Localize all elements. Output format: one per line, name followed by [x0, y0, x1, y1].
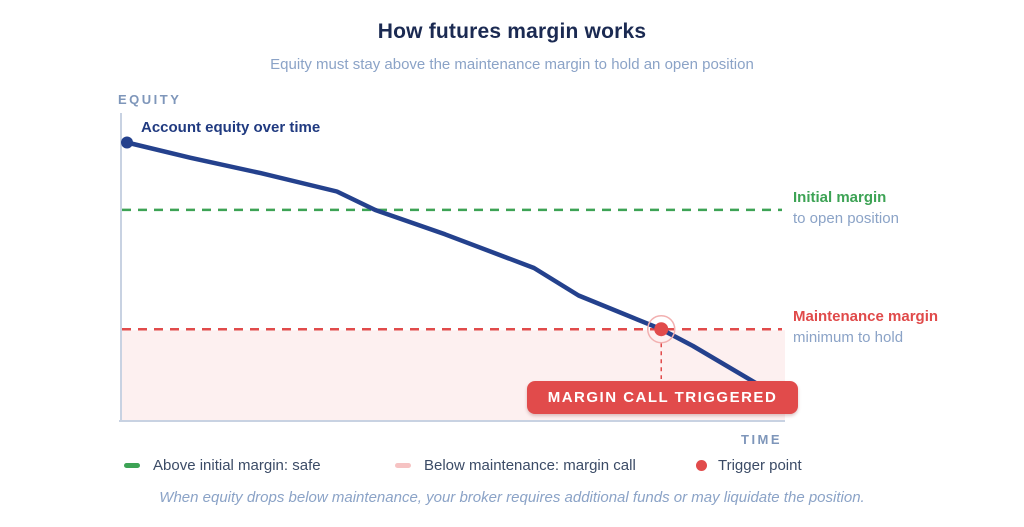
- maintenance-margin-title: Maintenance margin: [793, 308, 939, 325]
- series-label: Account equity over time: [141, 119, 321, 136]
- maintenance-margin-label: Maintenance margin minimum to hold: [793, 306, 1003, 348]
- margin-call-badge: MARGIN CALL TRIGGERED: [527, 381, 798, 414]
- page-subtitle: Equity must stay above the maintenance m…: [270, 56, 754, 73]
- pink-line-swatch-icon: [395, 462, 411, 468]
- series-start-dot: [121, 136, 133, 149]
- initial-margin-subtitle: to open position: [793, 210, 899, 227]
- initial-margin-label: Initial margin to open position: [793, 187, 1003, 229]
- trigger-point-marker: [654, 322, 669, 337]
- legend-item-below-maintenance: Below maintenance: margin call: [395, 452, 636, 478]
- green-line-swatch-icon: [124, 462, 140, 468]
- initial-margin-title: Initial margin: [793, 189, 887, 206]
- legend-label-safe: Above initial margin: safe: [153, 456, 321, 474]
- y-axis-label: EQUITY: [118, 92, 182, 107]
- red-dot-swatch-icon: [696, 459, 707, 471]
- legend-item-trigger: Trigger point: [696, 452, 802, 478]
- legend-label-trigger: Trigger point: [718, 456, 802, 474]
- x-axis-label: TIME: [741, 432, 783, 447]
- maintenance-margin-subtitle: minimum to hold: [793, 329, 904, 346]
- page-title: How futures margin works: [377, 20, 647, 43]
- footnote: When equity drops below maintenance, you…: [159, 489, 865, 506]
- legend-item-safe: Above initial margin: safe: [124, 452, 321, 478]
- legend-label-below-maintenance: Below maintenance: margin call: [424, 456, 636, 474]
- chart-legend: Above initial margin: safe Below mainten…: [0, 452, 1024, 478]
- equity-line-series: [124, 140, 766, 390]
- trigger-ring: [646, 314, 676, 344]
